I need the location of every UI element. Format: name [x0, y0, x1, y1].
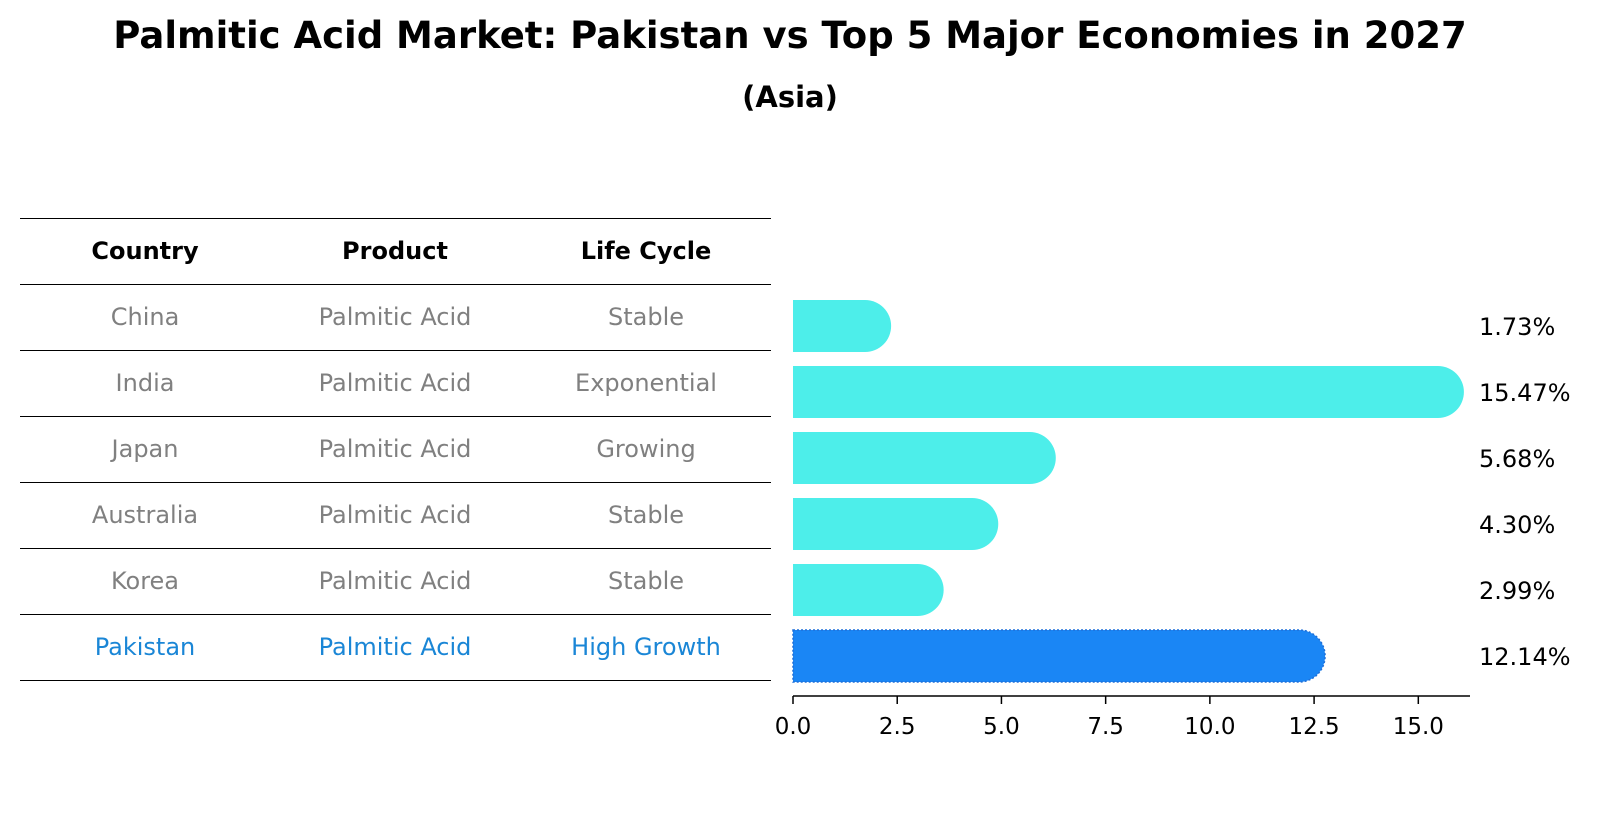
- cell-life-cycle: Stable: [607, 303, 685, 331]
- x-tick-label: 10.0: [1184, 714, 1235, 740]
- chart-subtitle: (Asia): [742, 80, 838, 114]
- cell-country: China: [110, 303, 180, 331]
- table-row: China Palmitic Acid Stable: [20, 284, 771, 350]
- bar-australia: [793, 498, 999, 550]
- table-bottom-rule: [20, 680, 771, 681]
- cell-country: Pakistan: [94, 633, 196, 661]
- cell-country: India: [115, 369, 175, 397]
- table-row-highlight: Pakistan Palmitic Acid High Growth: [20, 614, 771, 680]
- cell-product: Palmitic Acid: [318, 501, 472, 529]
- cell-life-cycle: Exponential: [575, 369, 717, 397]
- table-row-rule: [20, 548, 771, 549]
- column-header-country: Country: [91, 237, 199, 265]
- cell-life-cycle: Stable: [607, 567, 685, 595]
- cell-country: Japan: [111, 435, 179, 463]
- x-tick-label: 0.0: [775, 714, 812, 740]
- chart-title: Palmitic Acid Market: Pakistan vs Top 5 …: [113, 14, 1467, 57]
- cell-product: Palmitic Acid: [318, 303, 472, 331]
- table-top-rule: [20, 218, 771, 219]
- cell-product: Palmitic Acid: [318, 633, 472, 661]
- table-row: Korea Palmitic Acid Stable: [20, 548, 771, 614]
- table-row-rule: [20, 350, 771, 351]
- bar-india: [793, 366, 1464, 418]
- table-row-rule: [20, 482, 771, 483]
- x-tick-label: 2.5: [879, 714, 916, 740]
- value-label-pakistan: 12.14%: [1479, 643, 1571, 671]
- x-tick-label: 5.0: [983, 714, 1020, 740]
- bar-china: [793, 300, 892, 352]
- table-header-rule: [20, 284, 771, 285]
- cell-life-cycle: Growing: [596, 435, 696, 463]
- x-tick-label: 15.0: [1393, 714, 1444, 740]
- table-row: Australia Palmitic Acid Stable: [20, 482, 771, 548]
- x-tick-label: 7.5: [1087, 714, 1124, 740]
- table-row-rule: [20, 614, 771, 615]
- value-label-japan: 5.68%: [1479, 445, 1555, 473]
- table-row-rule: [20, 416, 771, 417]
- table-header-row: Country Product Life Cycle: [20, 218, 771, 284]
- value-label-china: 1.73%: [1479, 313, 1555, 341]
- cell-product: Palmitic Acid: [318, 369, 472, 397]
- column-header-product: Product: [342, 237, 448, 265]
- value-label-korea: 2.99%: [1479, 577, 1555, 605]
- bar-pakistan: [792, 629, 1326, 683]
- cell-product: Palmitic Acid: [318, 567, 472, 595]
- value-label-australia: 4.30%: [1479, 511, 1555, 539]
- value-label-india: 15.47%: [1479, 379, 1571, 407]
- bar-korea: [793, 564, 944, 616]
- cell-country: Australia: [91, 501, 199, 529]
- cell-country: Korea: [110, 567, 180, 595]
- table-row: India Palmitic Acid Exponential: [20, 350, 771, 416]
- x-tick-label: 12.5: [1288, 714, 1339, 740]
- table-row: Japan Palmitic Acid Growing: [20, 416, 771, 482]
- cell-product: Palmitic Acid: [318, 435, 472, 463]
- column-header-life-cycle: Life Cycle: [580, 237, 712, 265]
- cell-life-cycle: High Growth: [571, 633, 721, 661]
- cell-life-cycle: Stable: [607, 501, 685, 529]
- bar-japan: [793, 432, 1056, 484]
